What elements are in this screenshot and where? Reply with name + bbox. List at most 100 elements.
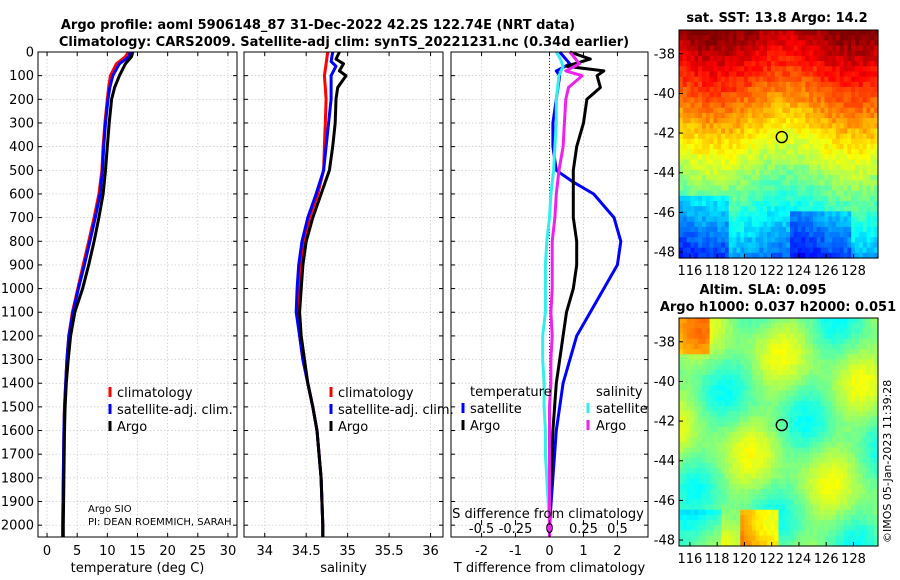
- sla-map-x-tick-label: 116: [677, 552, 702, 567]
- difference-x-axis-label: T difference from climatology: [453, 561, 646, 576]
- temperature-legend-label: satellite-adj. clim.: [117, 403, 233, 418]
- difference-x-tick-label: 2: [613, 544, 621, 559]
- difference-legend-salinity-header: salinity: [596, 385, 643, 400]
- difference-series-s-argo: [548, 51, 584, 537]
- argo-info-line2: PI: DEAN ROEMMICH, SARAH: [88, 517, 232, 528]
- temperature-x-tick-label: 15: [129, 544, 146, 559]
- sst-map-frame: [678, 29, 879, 259]
- depth-tick-label: 800: [9, 235, 34, 250]
- sla-map-x-tick-label: 124: [787, 552, 812, 567]
- sla-map-x-tick-label: 126: [814, 552, 839, 567]
- difference-legend-s-label: Argo: [596, 419, 626, 434]
- depth-tick-label: 200: [9, 93, 34, 108]
- sst-map-x-tick-label: 128: [841, 264, 866, 279]
- argo-info-line1: Argo SIO: [88, 504, 132, 515]
- sst-map-title: sat. SST: 13.8 Argo: 14.2: [686, 11, 867, 26]
- difference-x-tick-label: -2: [475, 544, 488, 559]
- difference-legend-s-label: satellite: [596, 402, 648, 417]
- difference-s-tick-label: 0.25: [569, 522, 598, 537]
- difference-x-tick-label: 1: [579, 544, 587, 559]
- sla-map-y-tick-label: -38: [654, 335, 675, 350]
- sst-map-x-tick-label: 124: [787, 264, 812, 279]
- sla-map-x-tick-label: 120: [732, 552, 757, 567]
- temperature-legend-label: climatology: [117, 386, 193, 401]
- salinity-x-tick-label: 35.5: [375, 544, 404, 559]
- depth-tick-label: 1700: [1, 448, 34, 463]
- depth-tick-label: 1900: [1, 495, 34, 510]
- difference-s-tick-label: 0.5: [607, 522, 628, 537]
- sst-map-heatmap-cells: [679, 30, 879, 259]
- title-line-1: Argo profile: aoml 5906148_87 31-Dec-202…: [61, 18, 575, 33]
- temperature-x-axis-label: temperature (deg C): [71, 561, 205, 576]
- salinity-x-tick-label: 35: [339, 544, 356, 559]
- sst-map-y-tick-label: -42: [654, 127, 675, 142]
- title-line-2: Climatology: CARS2009. Satellite-adj cli…: [59, 35, 629, 50]
- difference-axes-frame: [450, 51, 649, 538]
- difference-s-axis-label: S difference from climatology: [452, 507, 644, 522]
- depth-tick-label: 1800: [1, 471, 34, 486]
- depth-tick-label: 1400: [1, 377, 34, 392]
- sla-map-x-tick-label: 122: [759, 552, 784, 567]
- depth-tick-label: 1200: [1, 329, 34, 344]
- sla-map-title-1: Altim. SLA: 0.095: [700, 283, 827, 298]
- sst-map-x-tick-label: 126: [814, 264, 839, 279]
- sst-map-y-tick-label: -40: [654, 87, 675, 102]
- salinity-series-argo: [298, 51, 348, 537]
- temperature-axes-frame: [37, 51, 238, 538]
- salinity-plot-area: [244, 52, 443, 537]
- salinity-legend-label: satellite-adj. clim.: [338, 403, 454, 418]
- sla-map-y-tick-label: -40: [654, 375, 675, 390]
- temperature-x-tick-label: 25: [190, 544, 207, 559]
- sla-map-y-tick-label: -48: [654, 534, 675, 549]
- salinity-x-tick-label: 34: [256, 544, 273, 559]
- salinity-legend-label: climatology: [338, 386, 414, 401]
- sst-map-y-tick-label: -46: [654, 206, 675, 221]
- sla-map-x-tick-label: 128: [841, 552, 866, 567]
- sst-map-x-tick-label: 120: [732, 264, 757, 279]
- temperature-x-tick-label: 10: [99, 544, 116, 559]
- difference-x-tick-label: 0: [545, 544, 553, 559]
- salinity-axes-frame: [243, 51, 444, 538]
- sla-map-heatmap-cells: [679, 318, 879, 547]
- depth-tick-label: 2000: [1, 519, 34, 534]
- salinity-x-axis-label: salinity: [320, 561, 367, 576]
- sst-map-x-tick-label: 116: [677, 264, 702, 279]
- temperature-x-tick-label: 5: [73, 544, 81, 559]
- sst-map-x-tick-label: 122: [759, 264, 784, 279]
- imos-timestamp: ©IMOS 05-Jan-2023 11:39:28: [881, 380, 894, 543]
- sst-map-y-tick-label: -38: [654, 47, 675, 62]
- difference-s-tick-label: -0.25: [499, 522, 533, 537]
- sla-map-x-tick-label: 118: [705, 552, 730, 567]
- sst-map-argo-marker: [775, 130, 788, 144]
- salinity-x-tick-label: 34.5: [292, 544, 321, 559]
- depth-tick-label: 1600: [1, 424, 34, 439]
- temperature-series-argo: [61, 51, 135, 537]
- difference-s-tick-label: 0: [545, 522, 553, 537]
- depth-tick-label: 1100: [1, 306, 34, 321]
- sst-map-y-tick-label: -48: [654, 246, 675, 261]
- sla-map-frame: [678, 317, 879, 547]
- difference-legend-t-label: satellite: [470, 402, 522, 417]
- depth-tick-label: 900: [9, 258, 34, 273]
- depth-tick-label: 500: [9, 164, 34, 179]
- difference-series-t-argo: [548, 50, 606, 537]
- temperature-legend-label: Argo: [117, 420, 147, 435]
- salinity-x-tick-label: 36: [422, 544, 439, 559]
- temperature-x-tick-label: 30: [220, 544, 237, 559]
- depth-tick-label: 600: [9, 187, 34, 202]
- sla-map-y-tick-label: -44: [654, 454, 675, 469]
- depth-tick-label: 1500: [1, 400, 34, 415]
- sla-map-argo-marker: [775, 418, 788, 432]
- depth-tick-label: 1000: [1, 282, 34, 297]
- depth-tick-label: 400: [9, 140, 34, 155]
- salinity-legend-label: Argo: [338, 420, 368, 435]
- difference-legend-temperature-header: temperature: [470, 385, 552, 400]
- sst-map-y-tick-label: -44: [654, 166, 675, 181]
- difference-x-tick-label: -1: [509, 544, 522, 559]
- difference-legend-t-label: Argo: [470, 419, 500, 434]
- sla-map-y-tick-label: -46: [654, 494, 675, 509]
- sst-map-x-tick-label: 118: [705, 264, 730, 279]
- temperature-x-tick-label: 0: [43, 544, 51, 559]
- temperature-x-tick-label: 20: [159, 544, 176, 559]
